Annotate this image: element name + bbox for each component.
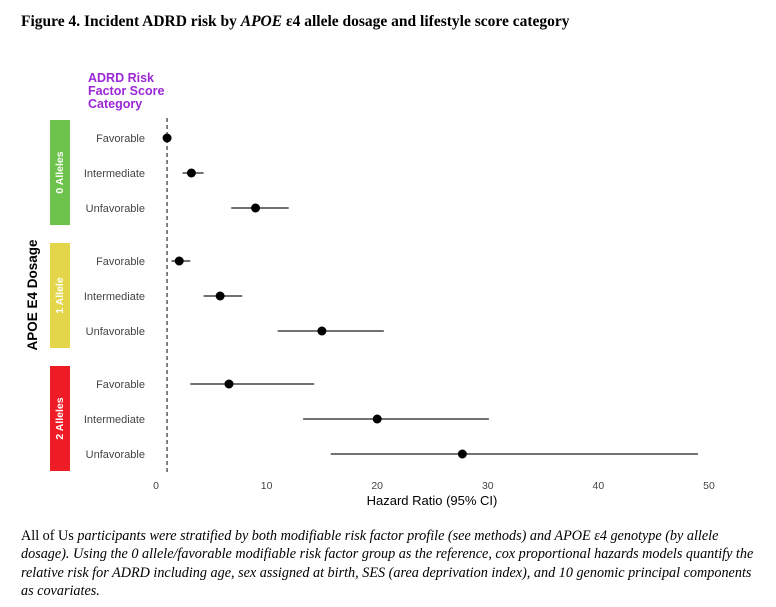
hr-point [251,203,261,213]
row-category-label: Unfavorable [86,449,145,461]
caption-lead: All of Us [21,528,74,544]
group-label: 0 Alleles [54,151,66,193]
hr-point [372,414,382,424]
legend-title-line: Category [88,97,142,111]
row-category-label: Unfavorable [86,326,145,338]
figure-title: Figure 4. Incident ADRD risk by APOE ε4 … [21,13,761,31]
group-strip [50,243,70,348]
group-label: 1 Allele [54,277,66,314]
x-tick-label: 50 [703,480,715,492]
figure-title-gene: APOE [240,13,283,30]
group-strip [50,120,70,225]
row-category-label: Intermediate [84,291,145,303]
hr-point [215,291,225,301]
row-category-label: Intermediate [84,414,145,426]
x-tick-label: 10 [261,480,273,492]
row-category-label: Unfavorable [86,203,145,215]
figure-title-suffix: ε4 allele dosage and lifestyle score cat… [282,13,570,30]
hr-point [317,326,327,336]
row-category-label: Favorable [96,133,145,145]
row-category-label: Intermediate [84,168,145,180]
hr-point [457,449,467,459]
legend-title-line: ADRD Risk [88,71,154,85]
x-tick-label: 30 [482,480,494,492]
hr-point [162,133,172,143]
hr-point [186,168,196,178]
row-category-label: Favorable [96,256,145,268]
row-category-label: Favorable [96,379,145,391]
caption-text: participants were stratified by both mod… [21,528,754,600]
x-tick-label: 40 [593,480,605,492]
figure-title-prefix: Figure 4. Incident ADRD risk by [21,13,241,30]
x-tick-label: 0 [153,480,159,492]
legend-title-line: Factor Score [88,84,164,98]
hr-point [224,379,234,389]
figure-caption: All of Us participants were stratified b… [21,527,756,601]
y-axis-title: APOE E4 Dosage [25,239,40,351]
x-axis-title: Hazard Ratio (95% CI) [367,493,498,508]
hr-point [174,256,184,266]
group-strip [50,366,70,471]
group-label: 2 Alleles [54,397,66,439]
x-tick-label: 20 [371,480,383,492]
